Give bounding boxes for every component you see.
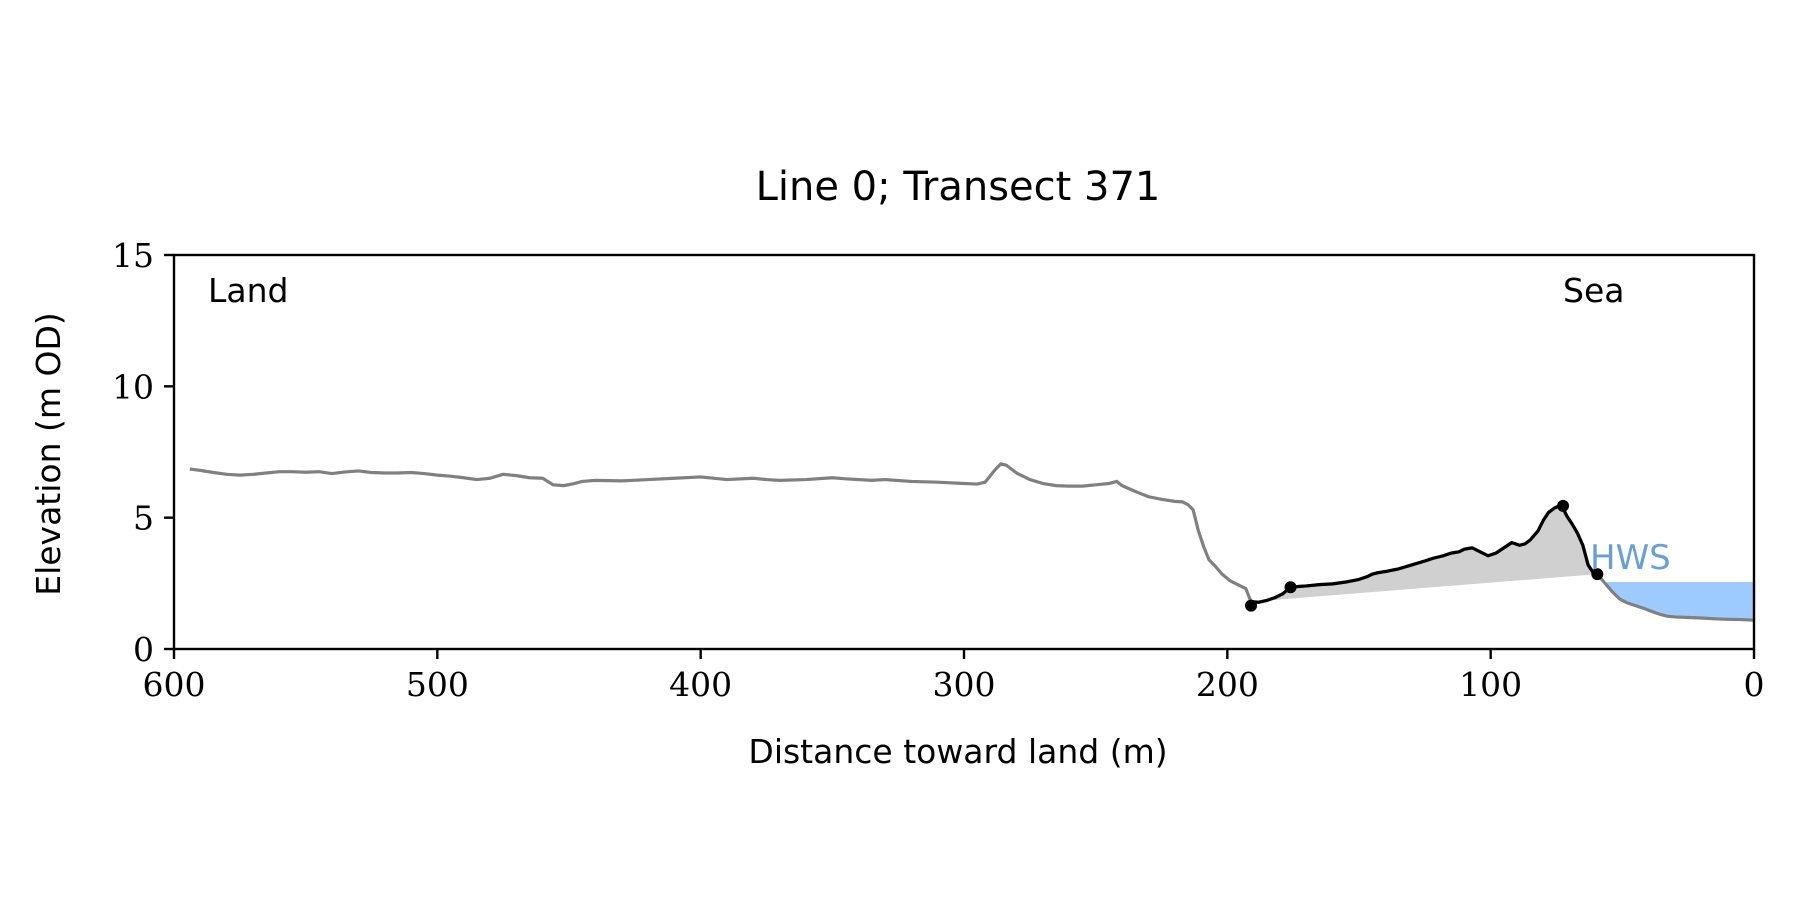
dune-fill-area — [1251, 505, 1598, 603]
x-tick-label-300: 300 — [933, 665, 996, 704]
sea-annotation: Sea — [1563, 271, 1624, 310]
plot-area: 600 500 400 300 200 100 0 0 5 10 15 — [112, 236, 1765, 704]
dune-marker-2 — [1557, 499, 1570, 512]
x-tick-label-500: 500 — [406, 665, 469, 704]
y-tick-label-15: 15 — [112, 236, 154, 275]
y-tick-label-5: 5 — [133, 499, 154, 538]
dune-marker-1 — [1284, 581, 1297, 594]
y-tick-label-0: 0 — [133, 630, 154, 669]
x-axis-label: Distance toward land (m) — [748, 732, 1167, 771]
hws-label: HWS — [1590, 538, 1671, 578]
dune-marker-3 — [1591, 568, 1604, 581]
x-tick-label-200: 200 — [1196, 665, 1259, 704]
y-tick-label-10: 10 — [112, 367, 154, 406]
dune-marker-0 — [1245, 599, 1258, 612]
x-tick-label-0: 0 — [1744, 665, 1765, 704]
chart-title: Line 0; Transect 371 — [756, 164, 1161, 210]
y-axis-label: Elevation (m OD) — [29, 312, 68, 596]
hws-water-area — [1597, 582, 1754, 621]
x-tick-label-100: 100 — [1459, 665, 1522, 704]
land-annotation: Land — [208, 271, 288, 310]
x-tick-label-600: 600 — [143, 665, 206, 704]
x-tick-label-400: 400 — [669, 665, 732, 704]
